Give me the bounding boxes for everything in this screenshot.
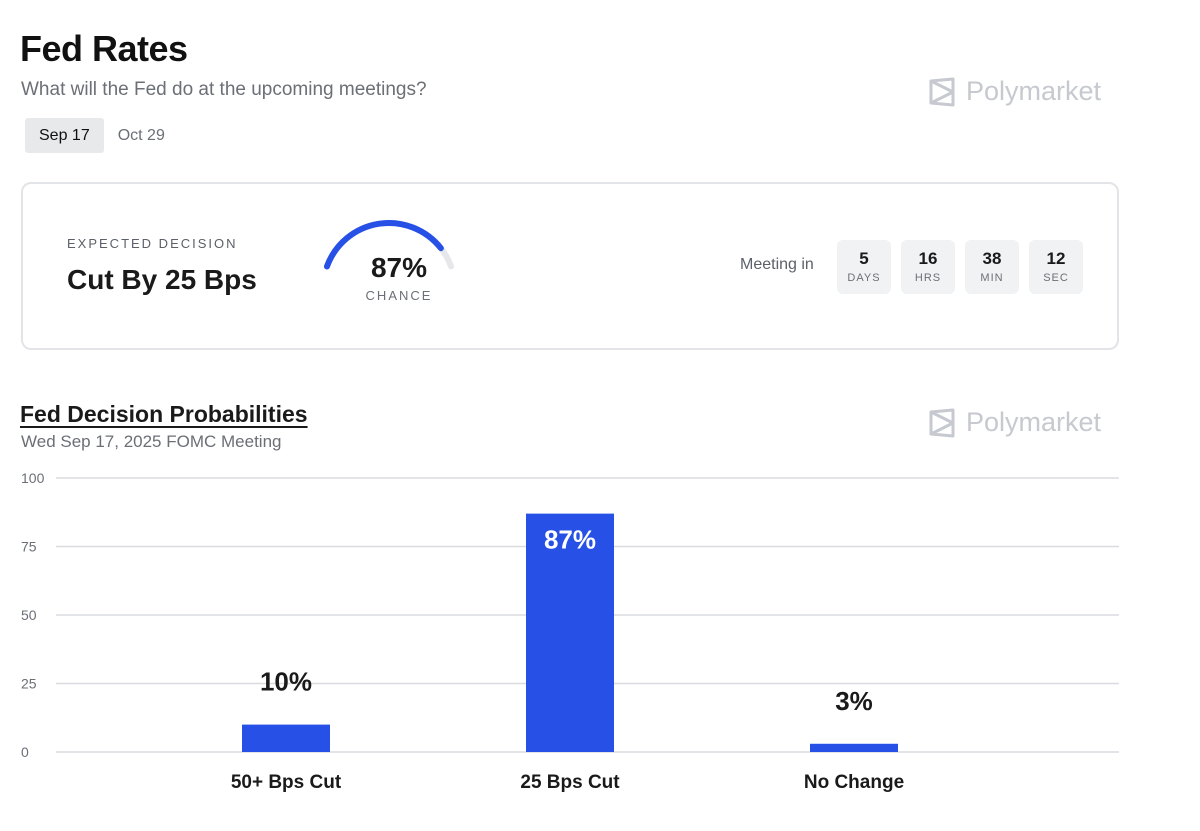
- countdown-hours: 16 HRS: [901, 240, 955, 294]
- brand-name-chart: Polymarket: [966, 407, 1102, 437]
- chance-label: CHANCE: [365, 288, 433, 303]
- x-tick-label: 25 Bps Cut: [520, 772, 620, 793]
- countdown-minutes-value: 38: [982, 249, 1002, 269]
- decision-probability-chart: 0 25 50 75 100 10% 50+ Bps Cut 87% 25 Bps Cut 3% N…: [21, 470, 1119, 793]
- gauge-fill: [323, 220, 444, 270]
- chart-subtitle: Wed Sep 17, 2025 FOMC Meeting: [21, 432, 282, 451]
- meeting-tabs: Sep 17 Oct 29: [25, 118, 179, 153]
- expected-decision-label: EXPECTED DECISION: [67, 236, 238, 251]
- chart-title[interactable]: Fed Decision Probabilities: [20, 401, 308, 427]
- bar: [810, 743, 898, 752]
- countdown-hours-unit: HRS: [914, 271, 942, 284]
- y-tick-label: 0: [21, 744, 29, 760]
- countdown-seconds-value: 12: [1046, 249, 1066, 269]
- data-label: 87%: [544, 525, 596, 555]
- countdown-minutes: 38 MIN: [965, 240, 1019, 294]
- data-label: 3%: [835, 686, 873, 716]
- brand-name: Polymarket: [966, 76, 1102, 106]
- tab-sep-17[interactable]: Sep 17: [25, 118, 104, 153]
- y-tick-label: 25: [21, 676, 37, 692]
- countdown-days-unit: DAYS: [847, 271, 881, 284]
- polymarket-icon: [929, 408, 955, 437]
- page-subtitle: What will the Fed do at the upcoming mee…: [21, 79, 427, 100]
- countdown-seconds-unit: SEC: [1043, 271, 1069, 284]
- countdown-hours-value: 16: [918, 249, 938, 269]
- data-label: 10%: [260, 667, 312, 697]
- y-tick-label: 50: [21, 607, 37, 623]
- meeting-countdown: 5 DAYS 16 HRS 38 MIN 12 SEC: [837, 240, 1083, 294]
- countdown-seconds: 12 SEC: [1029, 240, 1083, 294]
- x-tick-label: No Change: [804, 772, 904, 793]
- page-title: Fed Rates: [20, 28, 188, 69]
- polymarket-logo: Polymarket: [928, 76, 1101, 107]
- bar: [526, 513, 614, 752]
- countdown-minutes-unit: MIN: [980, 271, 1004, 284]
- meeting-in-label: Meeting in: [740, 256, 814, 273]
- polymarket-logo-chart: Polymarket: [928, 407, 1101, 438]
- chance-value: 87%: [370, 252, 428, 283]
- countdown-days-value: 5: [859, 249, 869, 269]
- chance-gauge-arc: [323, 220, 455, 270]
- y-tick-label: 100: [21, 470, 45, 486]
- polymarket-icon: [929, 77, 955, 106]
- bar: [242, 724, 330, 752]
- expected-decision-value: Cut By 25 Bps: [67, 264, 257, 295]
- expected-decision-card: EXPECTED DECISION Cut By 25 Bps 87% CHAN…: [21, 182, 1119, 350]
- y-tick-label: 75: [21, 539, 37, 555]
- chance-gauge: 87% CHANCE: [319, 214, 479, 314]
- x-tick-label: 50+ Bps Cut: [231, 772, 342, 793]
- countdown-days: 5 DAYS: [837, 240, 891, 294]
- tab-oct-29[interactable]: Oct 29: [117, 126, 165, 144]
